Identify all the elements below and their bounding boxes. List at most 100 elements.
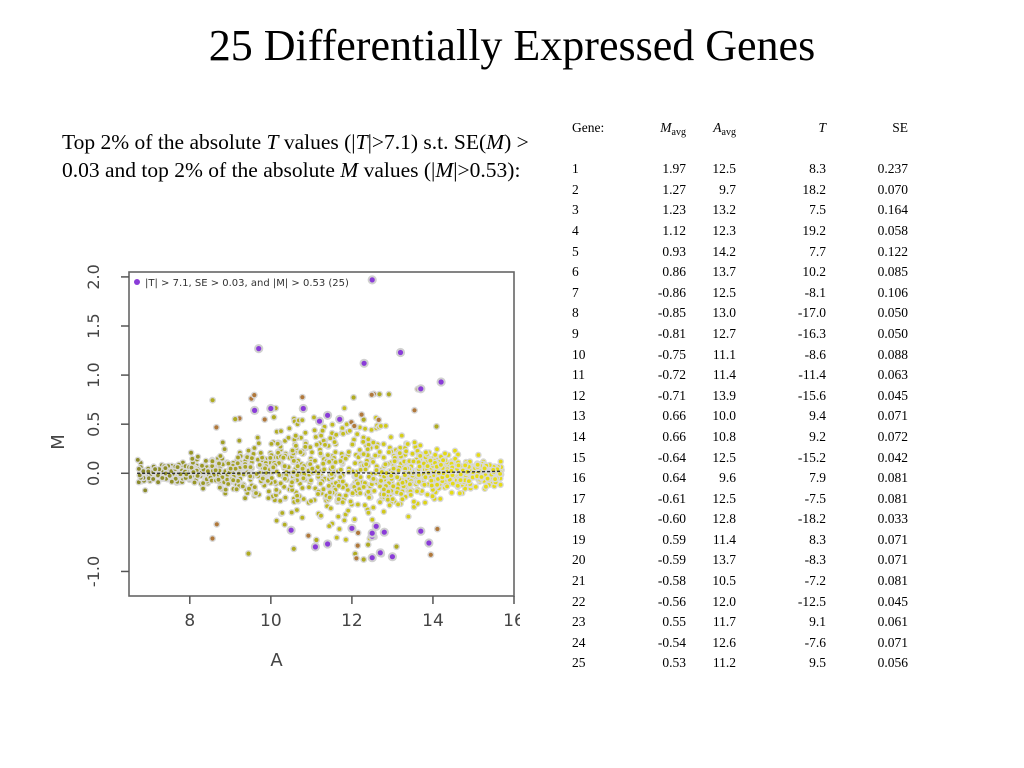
t-cell: -17.0	[797, 305, 826, 321]
highlighted-point	[266, 403, 276, 414]
background-point	[276, 497, 284, 505]
description-text: |>0.53):	[453, 158, 521, 182]
y-tick-label: 1.0	[84, 362, 103, 387]
background-point	[288, 478, 296, 486]
a-avg-cell: 12.5	[712, 284, 736, 300]
a-avg-cell: 13.0	[712, 305, 736, 321]
background-point	[356, 489, 364, 497]
gene-cell: 17	[572, 490, 586, 506]
background-point	[231, 415, 239, 423]
highlighted-point	[335, 414, 345, 424]
a-avg-cell: 11.1	[712, 346, 736, 362]
table-row: 21 -0.58 10.5 -7.2 0.081	[572, 571, 908, 592]
background-point	[360, 450, 367, 458]
background-point	[339, 498, 347, 506]
background-point	[385, 390, 393, 398]
background-point	[320, 485, 327, 493]
background-point	[326, 494, 334, 501]
highlighted-point	[379, 527, 389, 537]
gene-cell: 9	[572, 325, 579, 341]
m-avg-cell: 0.53	[662, 655, 686, 671]
background-point	[199, 485, 207, 492]
background-point	[406, 480, 414, 488]
background-point	[422, 449, 430, 456]
background-point	[350, 422, 358, 430]
background-point	[354, 501, 362, 508]
description-text: ) > 0.03 and top 2% of the absolute	[62, 130, 529, 182]
background-point	[342, 536, 350, 544]
highlighted-point	[436, 377, 446, 387]
gene-table-body: 1 1.97 12.5 8.3 0.237 2 1.27 9.7 18.2 0.070 3 1.23 1…	[572, 139, 908, 674]
background-point	[281, 521, 288, 528]
background-point	[380, 440, 388, 448]
a-avg-cell: 13.7	[712, 552, 736, 568]
x-tick-label: 16	[503, 611, 520, 631]
background-point	[212, 466, 219, 474]
t-cell: -12.5	[797, 593, 826, 609]
se-cell: 0.081	[877, 490, 908, 506]
se-cell: 0.070	[877, 181, 908, 197]
y-tick-label: 0.0	[84, 461, 103, 486]
background-point	[387, 472, 395, 480]
gene-cell: 18	[572, 511, 586, 527]
highlighted-point	[323, 410, 333, 420]
t-cell: -18.2	[797, 511, 826, 527]
background-point	[257, 449, 265, 457]
highlighted-point	[416, 384, 426, 394]
gene-cell: 12	[572, 387, 586, 403]
gene-cell: 4	[572, 222, 579, 238]
background-point	[394, 501, 402, 508]
se-cell: 0.071	[877, 408, 908, 424]
table-row: 25 0.53 11.2 9.5 0.056	[572, 653, 908, 674]
background-point	[307, 477, 315, 484]
background-point	[308, 448, 316, 456]
background-point	[461, 462, 469, 469]
background-point	[341, 404, 348, 412]
background-point	[282, 494, 289, 501]
t-cell: 19.2	[802, 222, 826, 238]
background-point	[234, 459, 241, 467]
background-point	[484, 475, 491, 482]
background-point	[421, 481, 428, 489]
highlighted-points	[250, 275, 446, 563]
background-point	[380, 508, 388, 515]
m-avg-cell: -0.61	[657, 490, 686, 506]
highlighted-point	[359, 358, 369, 368]
background-point	[292, 432, 299, 439]
a-avg-cell: 13.2	[712, 202, 736, 218]
background-point	[491, 475, 499, 483]
background-point	[352, 554, 360, 562]
description: Top 2% of the absolute T values (|T|>7.1…	[62, 128, 542, 184]
background-point	[212, 423, 220, 431]
a-avg-cell: 12.0	[712, 593, 736, 609]
background-point	[341, 517, 348, 524]
background-point	[241, 494, 249, 502]
background-point	[411, 439, 418, 446]
m-avg-cell: -0.71	[657, 387, 686, 403]
background-point	[365, 494, 373, 501]
description-var-t: T	[266, 130, 279, 154]
background-point	[351, 515, 358, 523]
se-cell: 0.045	[877, 387, 908, 403]
background-point	[227, 465, 234, 472]
background-point	[274, 440, 281, 448]
background-point	[310, 414, 318, 421]
se-cell: 0.237	[877, 161, 908, 177]
gene-cell: 7	[572, 284, 579, 300]
highlighted-point	[424, 538, 434, 548]
background-point	[281, 475, 289, 483]
background-point	[319, 427, 326, 434]
table-row: 5 0.93 14.2 7.7 0.122	[572, 242, 908, 263]
m-avg-cell: -0.75	[657, 346, 686, 362]
background-point	[168, 478, 176, 485]
gene-cell: 11	[572, 367, 585, 383]
background-point	[299, 465, 306, 472]
background-point	[369, 458, 377, 466]
table-row: 16 0.64 9.6 7.9 0.081	[572, 468, 908, 489]
header-t-main: T	[818, 120, 826, 135]
background-point	[455, 462, 462, 469]
background-point	[268, 440, 275, 448]
highlighted-point	[371, 521, 381, 531]
background-point	[389, 482, 397, 490]
background-point	[324, 451, 332, 459]
